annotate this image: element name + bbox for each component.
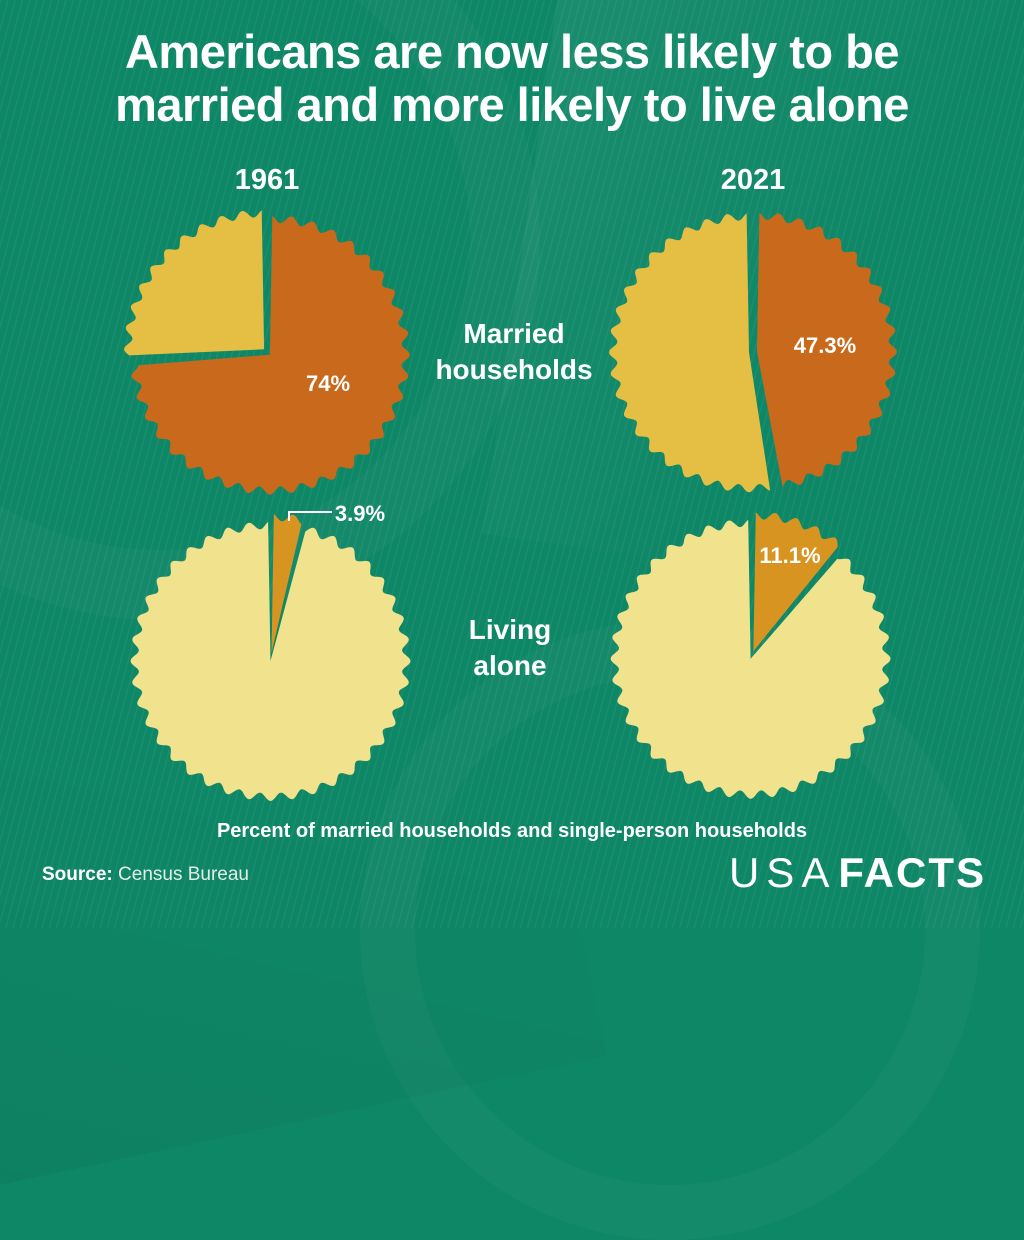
row-label-married-households: Married households	[435, 318, 593, 385]
page-title: Americans are now less likely to be marr…	[0, 25, 1024, 131]
logo-facts-text: FACTS	[838, 849, 986, 896]
data-label-married-2021: 47.3%	[793, 333, 857, 358]
pie-married-1961	[124, 210, 410, 495]
infographic: Americans are now less likely to be marr…	[0, 25, 1024, 897]
source-label: Source:	[42, 864, 113, 885]
column-header-2021: 2021	[720, 164, 786, 196]
chart-caption: Percent of married households and single…	[216, 820, 808, 842]
source-note: Source: Census Bureau	[42, 864, 249, 886]
callout-line-living-alone-1961	[288, 511, 332, 521]
pie-living-alone-1961	[130, 514, 411, 801]
pie-living-alone-2021	[610, 512, 891, 799]
pie-married-2021	[609, 212, 897, 493]
usafacts-logo: USAFACTS	[729, 849, 986, 897]
title-line-2: married and more likely to live alone	[115, 77, 909, 131]
data-label-living-alone-1961: 3.9%	[334, 501, 386, 526]
source-value: Census Bureau	[118, 864, 249, 885]
data-label-married-1961: 74%	[305, 371, 351, 396]
background-texture	[0, 0, 1024, 928]
row-label-living-alone: Living alone	[468, 614, 552, 681]
title-line-1: Americans are now less likely to be	[124, 25, 900, 78]
logo-usa-text: USA	[728, 849, 837, 896]
column-header-1961: 1961	[234, 164, 300, 196]
data-label-living-alone-2021: 11.1%	[759, 543, 821, 568]
